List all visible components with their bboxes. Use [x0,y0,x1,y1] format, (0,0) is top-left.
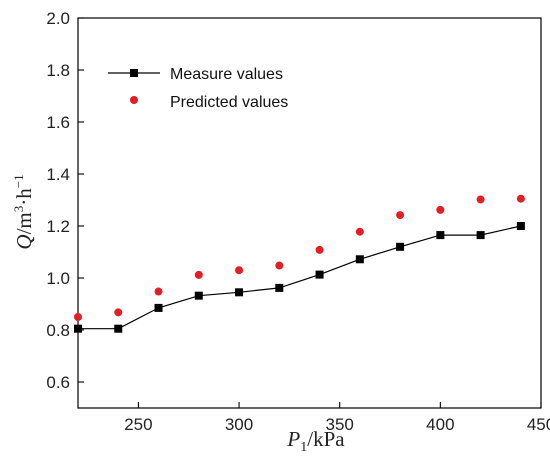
data-point-predicted-values [396,211,405,220]
series-markers-measure-values [74,222,525,333]
series-markers-predicted-values [74,194,525,321]
data-point-predicted-values [516,194,525,203]
data-point-measure-values [275,283,284,292]
data-point-measure-values [396,242,405,251]
plot-frame [77,17,542,409]
x-axis-label: P1/kPa [286,427,345,455]
y-axis-label-symbol: Q [12,234,36,249]
y-tick-label: 0.6 [46,373,70,392]
data-point-measure-values [355,255,364,264]
y-tick-label: 1.8 [46,61,70,80]
data-point-measure-values [476,231,485,240]
data-point-predicted-values [476,195,485,204]
series-line-measure-values [78,225,522,330]
x-axis-label-symbol: P [286,427,300,451]
y-axis-label-superscript-3: 3 [11,206,26,213]
data-point-measure-values [194,291,203,300]
legend-label-predicted-values: Predicted values [170,94,288,111]
x-tick-label: 400 [426,415,454,434]
data-point-predicted-values [315,245,324,254]
data-point-measure-values [315,270,324,279]
data-point-predicted-values [194,270,203,279]
x-tick-label: 300 [225,415,253,434]
data-point-measure-values [154,303,163,312]
legend-marker-measure-values [130,69,138,77]
y-axis-label-superscript-minus1: −1 [11,174,26,188]
data-point-predicted-values [154,287,163,296]
data-point-predicted-values [436,205,445,214]
data-point-measure-values [235,288,244,297]
data-point-measure-values [74,324,82,333]
legend: Measure values Predicted values [108,66,288,111]
y-axis-label: Q/m3·h−1 [11,174,36,249]
x-axis: 250 300 350 400 450 [124,402,550,434]
data-point-predicted-values [275,261,284,270]
x-tick-label: 250 [124,415,152,434]
data-point-predicted-values [355,227,364,236]
y-axis-label-unit-h: ·h [12,188,36,206]
y-tick-label: 0.8 [46,321,70,340]
data-point-measure-values [516,222,525,230]
data-point-predicted-values [114,308,123,317]
y-tick-label: 2.0 [46,9,70,28]
x-tick-label: 450 [527,415,550,434]
y-axis: 0.6 0.8 1.0 1.2 1.4 1.6 1.8 2.0 [46,9,84,392]
data-point-predicted-values [235,266,244,275]
legend-marker-predicted-values [130,96,138,104]
y-tick-label: 1.2 [46,217,70,236]
x-tick-label: 350 [326,415,354,434]
x-axis-label-subscript: 1 [300,440,307,455]
x-axis-label-unit: /kPa [307,427,345,451]
y-axis-label-unit-m: /m [12,212,36,234]
y-tick-label: 1.6 [46,113,70,132]
legend-label-measure-values: Measure values [170,66,283,83]
y-tick-label: 1.4 [46,165,70,184]
data-point-measure-values [436,231,445,240]
y-tick-label: 1.0 [46,269,70,288]
data-point-predicted-values [74,313,82,321]
data-point-measure-values [114,324,123,333]
